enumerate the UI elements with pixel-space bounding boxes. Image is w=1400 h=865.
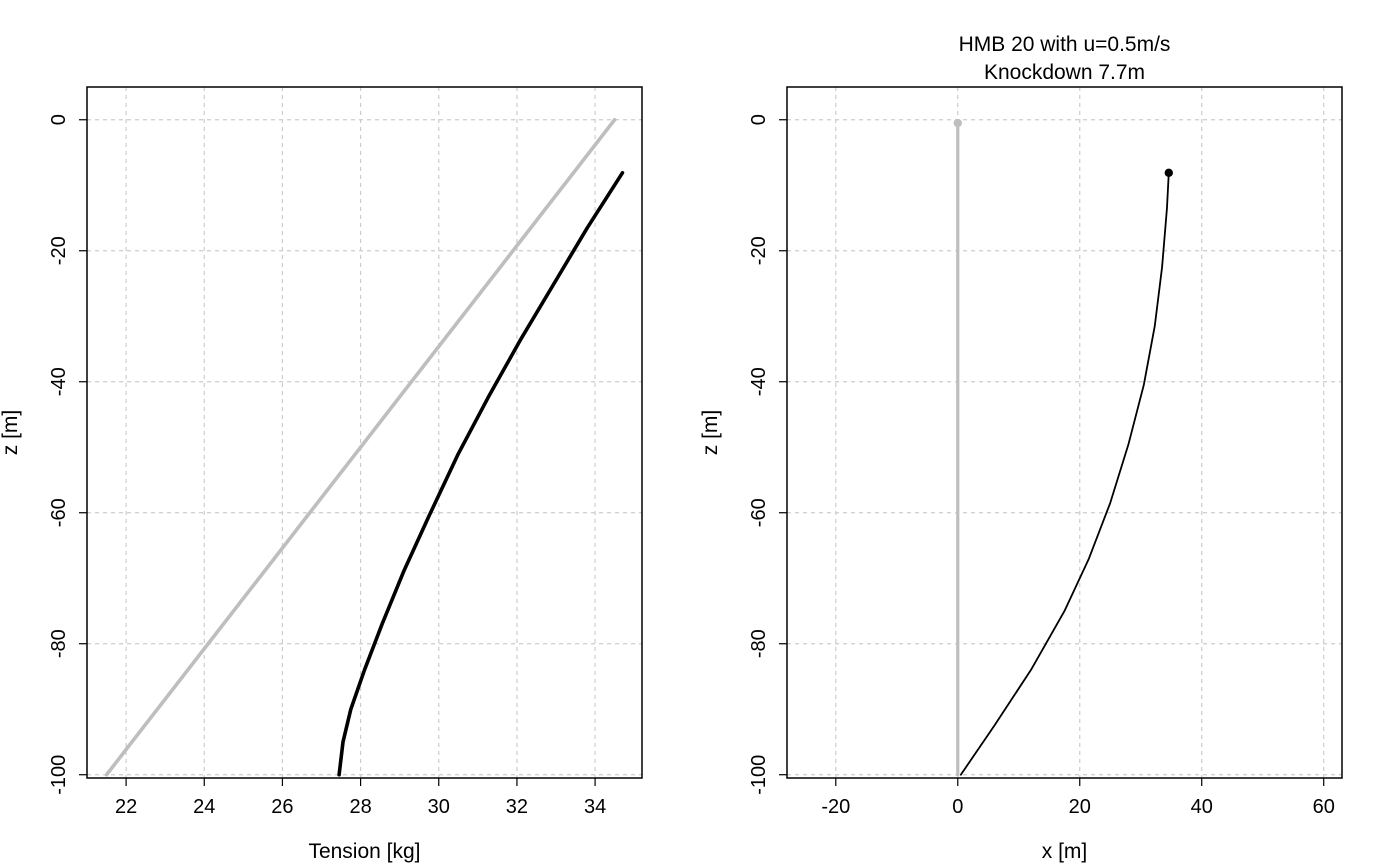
panel-1-y-tick-label: -40	[48, 367, 70, 396]
panel-2-x-tick-label: 60	[1313, 796, 1335, 818]
panel-2-series-2-line	[959, 171, 1170, 776]
panel-1-x-tick-label: 28	[349, 796, 371, 818]
panel-2-x-tick-label: 40	[1191, 796, 1213, 818]
panel-1-y-tick-label: -100	[48, 755, 70, 795]
panel-2-y-tick-label: -100	[748, 755, 770, 795]
panel-1-frame	[86, 86, 643, 779]
panel-1-y-tick-label: -80	[48, 629, 70, 658]
panel-2-title: HMB 20 with u=0.5m/s	[959, 33, 1171, 56]
panel-1-x-tick-label: 24	[193, 796, 215, 818]
panel-2-y-tick-label: 0	[748, 114, 770, 125]
panel-1-y-axis-title: z [m]	[0, 410, 22, 456]
panel-2-x-tick-label: 20	[1069, 796, 1091, 818]
panel-2-subtitle: Knockdown 7.7m	[984, 61, 1145, 84]
panel-1-x-tick-label: 26	[271, 796, 293, 818]
panel-1-y-tick-label: 0	[48, 114, 70, 125]
panel-2-series-2-end-point	[1164, 168, 1173, 178]
panel-1-series-2-line	[337, 171, 625, 777]
panel-1-x-tick-label: 32	[506, 796, 528, 818]
panel-1-series-1-line	[104, 117, 617, 777]
panel-2-y-tick-label: -40	[748, 367, 770, 396]
panel-2-y-tick-label: -20	[748, 236, 770, 265]
panel-1-x-axis-title: Tension [kg]	[308, 840, 420, 863]
panel-2-x-tick-label: 0	[952, 796, 963, 818]
panel-2-y-tick-label: -60	[748, 498, 770, 527]
panel-2-y-axis-title: z [m]	[699, 410, 722, 456]
panel-2-x-axis-title: x [m]	[1042, 840, 1088, 863]
panel-2-frame	[786, 86, 1343, 779]
panel-1-y-tick-label: -60	[48, 498, 70, 527]
panel-1-x-tick-label: 22	[115, 796, 137, 818]
panel-2-series-1-end-point	[953, 118, 962, 128]
panel-1-y-tick-label: -20	[48, 236, 70, 265]
panel-1-x-tick-label: 30	[428, 796, 450, 818]
panel-2-x-tick-label: -20	[821, 796, 850, 818]
panel-2-y-tick-label: -80	[748, 629, 770, 658]
panel-1-x-tick-label: 34	[584, 796, 606, 818]
